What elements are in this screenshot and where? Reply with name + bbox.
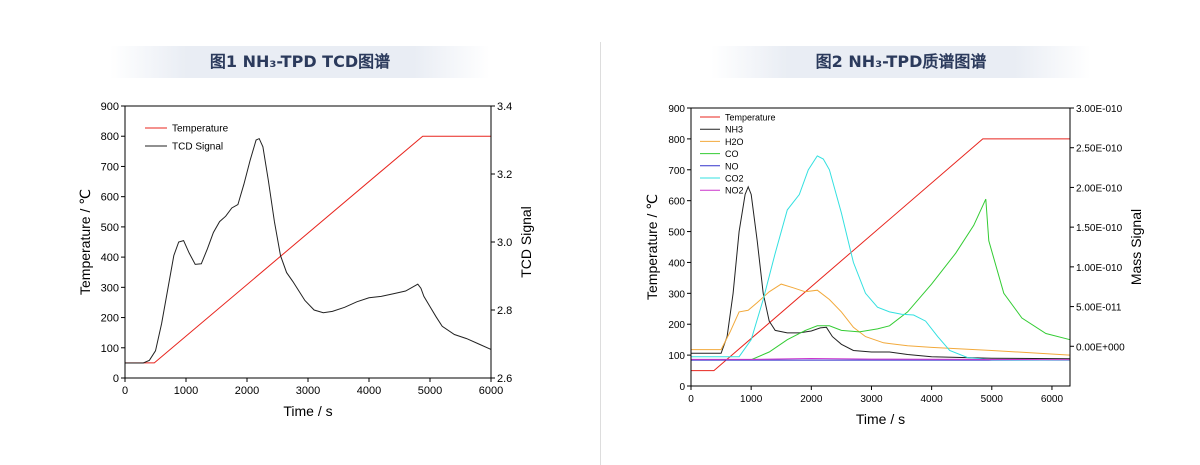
legend-label: NO: [725, 161, 739, 171]
mass-spec-chart: 0 1000 2000 3000 4000 5000 6000 0 100 200 300 400 50…: [644, 104, 1144, 427]
y-tick-label: 600: [101, 192, 119, 204]
y-tick-label: 100: [101, 343, 119, 355]
series-line-co2: [691, 155, 1071, 361]
y-tick-label: 300: [668, 289, 685, 300]
x-tick-label: 2000: [800, 394, 823, 405]
y-tick-label: 700: [101, 161, 119, 173]
y-tick-label: 200: [668, 320, 685, 331]
legend-label: CO2: [725, 174, 744, 184]
plot-frame: [690, 107, 1071, 387]
mass-spec-panel: 图2 NH₃-TPD质谱图谱 0 1000 2000 3000 4000 5000 6000…: [601, 0, 1200, 465]
y-tick-label: 200: [101, 313, 119, 325]
y2-tick-label: 3.0: [497, 237, 512, 249]
x-tick-label: 6000: [479, 385, 503, 397]
series-line-h2o: [691, 283, 1071, 356]
chart-title: 图2 NH₃-TPD质谱图谱: [711, 46, 1091, 78]
y2-tick-label: 3.2: [497, 169, 512, 181]
y-tick-label: 0: [679, 382, 685, 393]
y-tick-label: 800: [668, 135, 685, 146]
legend-label: H2O: [725, 137, 744, 147]
y-tick-label: 800: [101, 131, 119, 143]
y2-axis-label: TCD Signal: [518, 206, 534, 278]
y2-tick-label: 2.6: [497, 373, 512, 385]
x-tick-label: 1000: [174, 385, 198, 397]
legend-label: NO2: [725, 186, 744, 196]
y-tick-label: 700: [668, 166, 685, 177]
x-tick-label: 0: [688, 394, 694, 405]
y-tick-label: 400: [668, 258, 685, 269]
tcd-panel: 图1 NH₃-TPD TCD图谱 0 1000 2000 3000 4000 5000 60…: [77, 46, 534, 419]
tcd-chart: 0 1000 2000 3000 4000 5000 6000 0 100 200 300 400 50…: [77, 101, 534, 419]
legend-label: CO: [725, 149, 739, 159]
panel-divider: [600, 42, 601, 465]
y2-tick-label: 0.00E+000: [1076, 342, 1125, 353]
series-line-temperature: [691, 138, 1070, 372]
y2-tick-label: 2.50E-010: [1076, 144, 1123, 155]
series-line-tcd-signal: [125, 137, 492, 364]
y-tick-label: 600: [668, 197, 685, 208]
y2-tick-label: 1.00E-010: [1076, 263, 1123, 274]
y-tick-label: 500: [101, 222, 119, 234]
y-tick-label: 400: [101, 252, 119, 264]
y-tick-label: 100: [668, 351, 685, 362]
series-line-temperature: [125, 135, 491, 364]
x-tick-label: 3000: [296, 385, 320, 397]
x-axis-label: Time / s: [283, 403, 332, 419]
y-tick-label: 900: [668, 104, 685, 115]
x-tick-label: 6000: [1041, 394, 1064, 405]
series-line-nh3: [691, 185, 1071, 360]
legend-label: NH3: [725, 125, 743, 135]
x-tick-label: 2000: [235, 385, 259, 397]
y-axis-label: Temperature / ℃: [77, 189, 93, 295]
y2-tick-label: 2.00E-010: [1076, 183, 1123, 194]
y-axis-label: Temperature / ℃: [644, 194, 660, 300]
y-tick-label: 500: [668, 228, 685, 239]
legend-label: Temperature: [172, 124, 229, 135]
x-tick-label: 4000: [921, 394, 944, 405]
y2-axis-label: Mass Signal: [1128, 209, 1144, 285]
series-line-co: [691, 198, 1071, 361]
series-line-no2: [691, 357, 1071, 361]
y2-tick-label: 3.00E-010: [1076, 104, 1123, 115]
legend-label: Temperature: [725, 113, 776, 123]
y2-tick-label: 3.4: [497, 101, 512, 113]
y2-tick-label: 2.8: [497, 305, 512, 317]
x-tick-label: 5000: [418, 385, 442, 397]
chart-title: 图1 NH₃-TPD TCD图谱: [110, 46, 490, 78]
x-tick-label: 4000: [357, 385, 381, 397]
y2-tick-label: 5.00E-011: [1076, 303, 1122, 314]
x-tick-label: 1000: [740, 394, 763, 405]
x-tick-label: 3000: [860, 394, 883, 405]
y-tick-label: 900: [101, 101, 119, 113]
x-axis-label: Time / s: [856, 411, 905, 427]
x-tick-label: 0: [122, 385, 128, 397]
x-tick-label: 5000: [981, 394, 1004, 405]
y2-tick-label: 1.50E-010: [1076, 223, 1123, 234]
y-tick-label: 300: [101, 282, 119, 294]
legend-label: TCD Signal: [172, 142, 223, 153]
y-tick-label: 0: [113, 373, 119, 385]
